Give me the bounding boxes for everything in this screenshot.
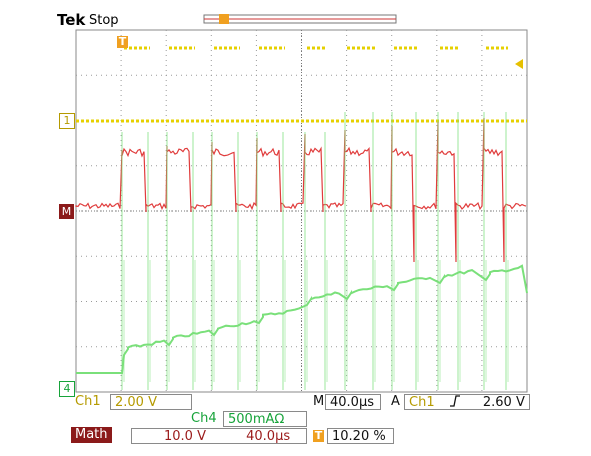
trigger-level-icon[interactable]	[513, 58, 525, 70]
math-trace	[75, 117, 527, 263]
ch4-label: Ch4	[191, 411, 217, 426]
ch1-label: Ch1	[75, 394, 101, 409]
ch4-scale-readout[interactable]: 500mAΩ	[223, 411, 307, 427]
trigger-position-marker[interactable]: T	[117, 35, 128, 48]
timebase-readout[interactable]: 40.0µs	[325, 394, 381, 410]
math-ground-marker[interactable]: M	[59, 204, 74, 219]
math-timebase: 40.0µs	[246, 429, 291, 444]
rising-edge-icon	[449, 395, 460, 407]
ch4-trace	[76, 264, 528, 374]
graticule-grid	[76, 30, 527, 392]
trigger-readout[interactable]: Ch1 2.60 V	[404, 394, 530, 410]
trigger-source: Ch1	[409, 395, 435, 410]
acquisition-status: Stop	[89, 13, 119, 28]
math-label: Math	[71, 427, 112, 443]
timebase-label: M	[313, 394, 325, 409]
trigger-label: A	[391, 394, 400, 409]
trigger-level-value: 2.60 V	[482, 395, 525, 410]
ch4-ground-marker[interactable]: 4	[59, 381, 75, 397]
brand-logo: Tek	[57, 11, 86, 29]
ch1-ground-marker[interactable]: 1	[59, 113, 75, 129]
record-position-bar	[203, 14, 397, 24]
ch1-scale-readout[interactable]: 2.00 V	[110, 394, 192, 410]
trigger-position-readout[interactable]: 10.20 %	[327, 428, 394, 444]
math-scale: 10.0 V	[164, 429, 206, 444]
trigger-position-label: T	[313, 429, 324, 442]
waveforms	[75, 46, 528, 390]
math-readout[interactable]: 10.0 V 40.0µs	[131, 428, 307, 444]
